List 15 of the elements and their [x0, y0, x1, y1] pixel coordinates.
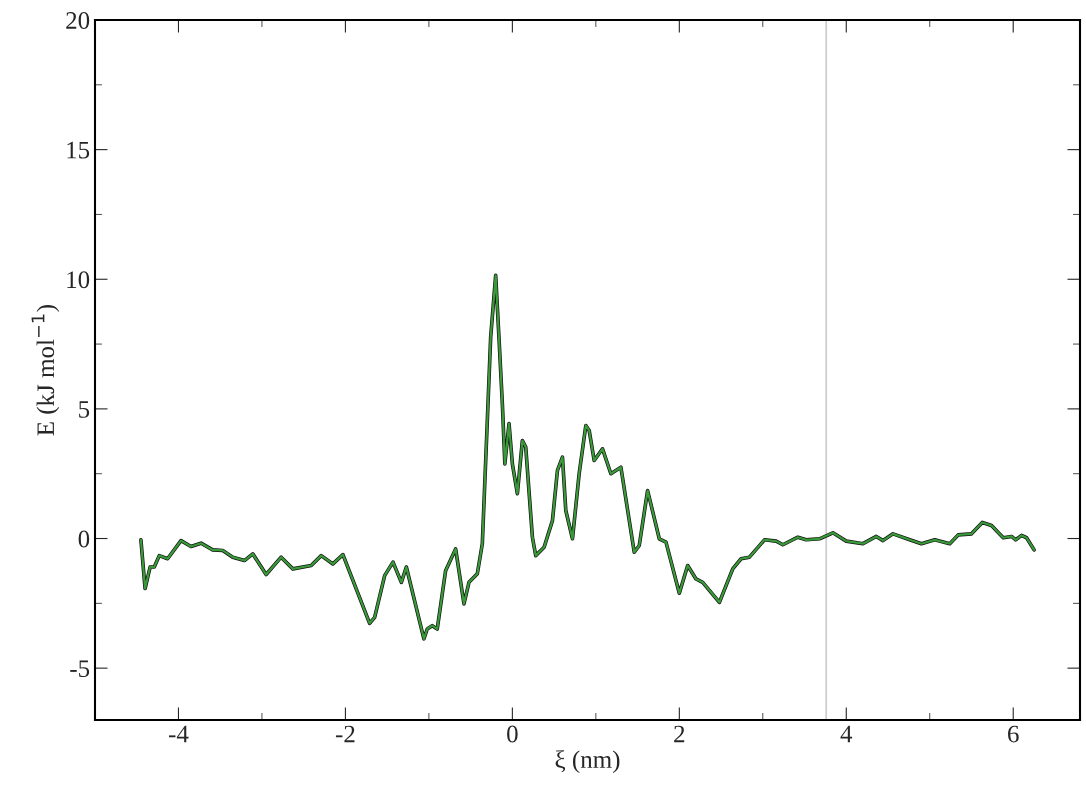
y-tick-label: 10	[67, 271, 90, 289]
x-tick-label: 2	[674, 725, 685, 743]
y-tick-label: 15	[67, 141, 90, 159]
y-axis-title: E (kJ mol$^{−1}$)	[31, 305, 60, 436]
y-tick-label: 5	[79, 401, 90, 418]
x-tick-label: 6	[1008, 725, 1019, 743]
y-tick-label: -5	[70, 660, 90, 678]
x-tick-label: -4	[168, 725, 189, 743]
x-tick-label: 0	[507, 725, 518, 743]
y-tick-label: 20	[66, 12, 90, 29]
x-tick-label: 4	[840, 725, 853, 743]
line-series	[139, 273, 1036, 641]
x-axis-title: ξ (nm)	[555, 750, 620, 774]
y-tick-label: 0	[78, 530, 90, 548]
x-tick-label: -2	[335, 725, 355, 743]
